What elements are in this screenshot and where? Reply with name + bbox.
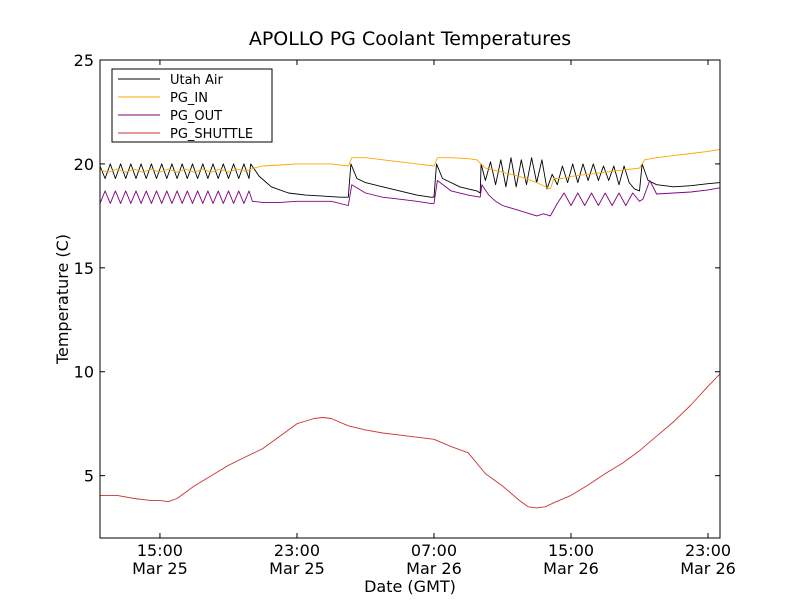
legend-label: PG_OUT [170,109,222,124]
plot-lines [99,148,721,509]
series-line-pg-out [99,180,721,217]
x-axis-label: Date (GMT) [364,577,456,596]
legend-label: PG_SHUTTLE [170,127,253,142]
series-line-pg-in [99,148,721,190]
legend-label: PG_IN [170,91,208,106]
x-tick-label-time: 23:00 [685,541,731,560]
x-tick-label-time: 23:00 [274,541,320,560]
legend: Utah Air PG_IN PG_OUT PG_SHUTTLE [111,68,273,143]
x-tick-label-date: Mar 26 [680,559,736,578]
legend-box [111,68,273,143]
plot-frame [99,59,721,539]
x-tick-label-time: 15:00 [548,541,594,560]
x-tick-label-date: Mar 26 [543,559,599,578]
x-tick-label-time: 15:00 [137,541,183,560]
y-tick-label: 20 [74,155,94,174]
x-tick-label-date: Mar 25 [132,559,188,578]
x-tick-label-date: Mar 26 [406,559,462,578]
y-axis-label: Temperature (C) [53,234,72,365]
series-line-pg-shuttle [100,373,721,509]
x-tick-label-time: 07:00 [411,541,457,560]
y-tick-label: 15 [74,259,94,278]
y-tick-label: 10 [74,363,94,382]
y-tick-label: 25 [74,51,94,70]
series-line-utah-air [99,157,721,198]
legend-label: Utah Air [170,73,223,88]
y-axis: 5 10 15 20 25 [74,51,720,486]
y-tick-label: 5 [84,467,94,486]
x-tick-label-date: Mar 25 [269,559,325,578]
chart-title: APOLLO PG Coolant Temperatures [249,28,571,50]
